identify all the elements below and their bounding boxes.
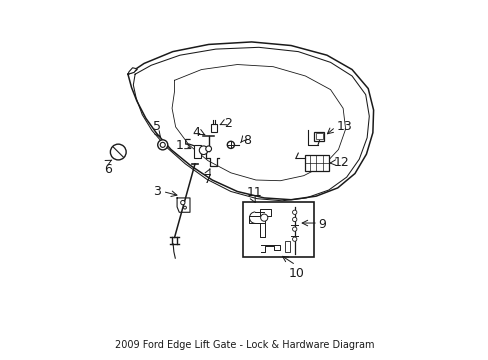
Circle shape xyxy=(292,217,296,222)
Text: 13: 13 xyxy=(336,121,351,134)
Circle shape xyxy=(227,141,234,148)
Text: 5: 5 xyxy=(152,120,161,133)
Circle shape xyxy=(292,227,296,231)
Text: 10: 10 xyxy=(288,267,304,280)
Text: 6: 6 xyxy=(104,163,112,176)
Bar xyxy=(211,125,217,132)
Text: 12: 12 xyxy=(333,156,349,169)
Text: 1: 1 xyxy=(175,139,183,152)
Circle shape xyxy=(292,210,296,215)
Bar xyxy=(314,132,324,140)
Text: 2: 2 xyxy=(224,117,231,130)
Circle shape xyxy=(183,206,186,209)
Text: 8: 8 xyxy=(243,134,251,147)
Circle shape xyxy=(292,237,296,241)
Bar xyxy=(242,202,314,257)
Bar xyxy=(193,145,201,158)
Circle shape xyxy=(158,140,167,150)
Bar xyxy=(285,241,290,252)
Circle shape xyxy=(205,146,211,152)
Text: 7: 7 xyxy=(203,173,211,186)
Text: 2009 Ford Edge Lift Gate - Lock & Hardware Diagram: 2009 Ford Edge Lift Gate - Lock & Hardwa… xyxy=(115,340,373,350)
Text: 3: 3 xyxy=(153,185,161,198)
Bar xyxy=(304,155,328,171)
Circle shape xyxy=(180,201,184,205)
Circle shape xyxy=(260,214,267,221)
Text: 9: 9 xyxy=(318,217,326,231)
Circle shape xyxy=(199,146,207,154)
Circle shape xyxy=(110,144,126,160)
Text: 4: 4 xyxy=(192,126,201,139)
Bar xyxy=(315,133,323,139)
Polygon shape xyxy=(128,68,137,74)
Text: 11: 11 xyxy=(246,186,262,199)
Circle shape xyxy=(160,142,165,147)
